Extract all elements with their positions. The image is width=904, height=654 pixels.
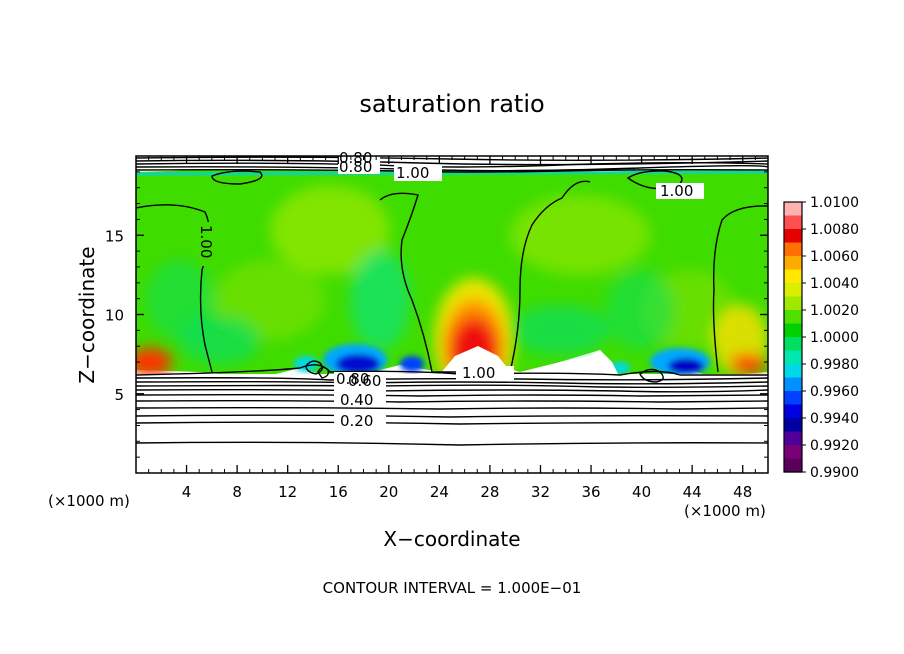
y-axis-label: Z−coordinate xyxy=(75,246,99,383)
colorbar-swatch xyxy=(784,418,802,433)
x-tick-label: 28 xyxy=(480,483,499,501)
y-tick-label: 5 xyxy=(114,386,124,404)
colorbar-label: 1.0020 xyxy=(810,303,859,319)
colorbar-swatch xyxy=(784,404,802,419)
colorbar-swatch xyxy=(784,310,802,325)
colorbar-label: 1.0100 xyxy=(810,195,859,211)
colorbar-label: 1.0040 xyxy=(810,276,859,292)
colorbar-swatch xyxy=(784,458,802,473)
colorbar-swatch xyxy=(784,350,802,365)
contour-label-lower-020: 0.20 xyxy=(340,412,373,430)
colorbar-swatch xyxy=(784,364,802,379)
x-tick-label: 44 xyxy=(683,483,702,501)
contour-label-lower-060: 0.60 xyxy=(348,372,381,390)
colorbar-swatch xyxy=(784,269,802,284)
y-axis-ticks: 5 10 15 xyxy=(105,171,768,458)
contour-lines xyxy=(136,156,768,446)
contour-label-top-2: 0.80 xyxy=(339,158,372,176)
colorbar-swatch xyxy=(784,242,802,257)
colorbar-swatch xyxy=(784,229,802,244)
colorbar-label: 0.9900 xyxy=(810,465,859,481)
x-unit-label-left: (×1000 m) xyxy=(48,492,130,510)
x-tick-label: 48 xyxy=(733,483,752,501)
colorbar-label: 1.0000 xyxy=(810,330,859,346)
contour-labels: 0.80 0.80 1.00 1.00 1.00 1.00 0.80 0.60 … xyxy=(197,149,693,430)
contour-label-lower: 1.00 xyxy=(462,364,495,382)
x-unit-label-right: (×1000 m) xyxy=(684,502,766,520)
colorbar: 1.0100 1.0080 1.0060 1.0040 1.0020 1.0000 0.99… xyxy=(783,195,859,481)
colorbar-swatch xyxy=(784,256,802,271)
contour-label-lower-040: 0.40 xyxy=(340,391,373,409)
colorbar-swatch xyxy=(784,215,802,230)
contour-label-upper-right: 1.00 xyxy=(660,182,693,200)
colorbar-swatch xyxy=(784,391,802,406)
chart-title: saturation ratio xyxy=(359,90,544,118)
x-tick-label: 40 xyxy=(632,483,651,501)
colorbar-label: 0.9920 xyxy=(810,438,859,454)
colorbar-label: 1.0080 xyxy=(810,222,859,238)
y-tick-label: 15 xyxy=(105,227,124,245)
contour-interval-note: CONTOUR INTERVAL = 1.000E−01 xyxy=(323,579,582,597)
colorbar-label: 0.9980 xyxy=(810,357,859,373)
contour-label-left: 1.00 xyxy=(197,225,215,258)
x-axis-ticks: 4 8 12 16 20 24 28 32 36 40 44 48 xyxy=(148,156,756,501)
y-tick-label: 10 xyxy=(105,307,124,325)
x-axis-label: X−coordinate xyxy=(383,527,520,551)
x-tick-label: 32 xyxy=(531,483,550,501)
x-tick-label: 20 xyxy=(379,483,398,501)
x-tick-label: 12 xyxy=(278,483,297,501)
colorbar-swatch xyxy=(784,296,802,311)
x-tick-label: 24 xyxy=(430,483,449,501)
colorbar-swatch xyxy=(784,445,802,460)
x-tick-label: 16 xyxy=(329,483,348,501)
colorbar-swatch xyxy=(784,323,802,338)
colorbar-swatch xyxy=(784,337,802,352)
colorbar-label: 0.9960 xyxy=(810,384,859,400)
contour-label-backgrounds xyxy=(198,151,704,428)
x-tick-label: 36 xyxy=(581,483,600,501)
contour-label-top-1: 0.80 xyxy=(339,149,372,167)
colorbar-label: 1.0060 xyxy=(810,249,859,265)
contour-label-lower-080: 0.80 xyxy=(336,370,369,388)
x-tick-label: 8 xyxy=(232,483,242,501)
colorbar-swatch xyxy=(784,283,802,298)
colorbar-swatch xyxy=(784,202,802,217)
saturation-field xyxy=(136,156,768,473)
contour-label-upper-mid: 1.00 xyxy=(396,164,429,182)
colorbar-swatch xyxy=(784,377,802,392)
colorbar-swatch xyxy=(784,431,802,446)
x-tick-label: 4 xyxy=(182,483,192,501)
colorbar-label: 0.9940 xyxy=(810,411,859,427)
